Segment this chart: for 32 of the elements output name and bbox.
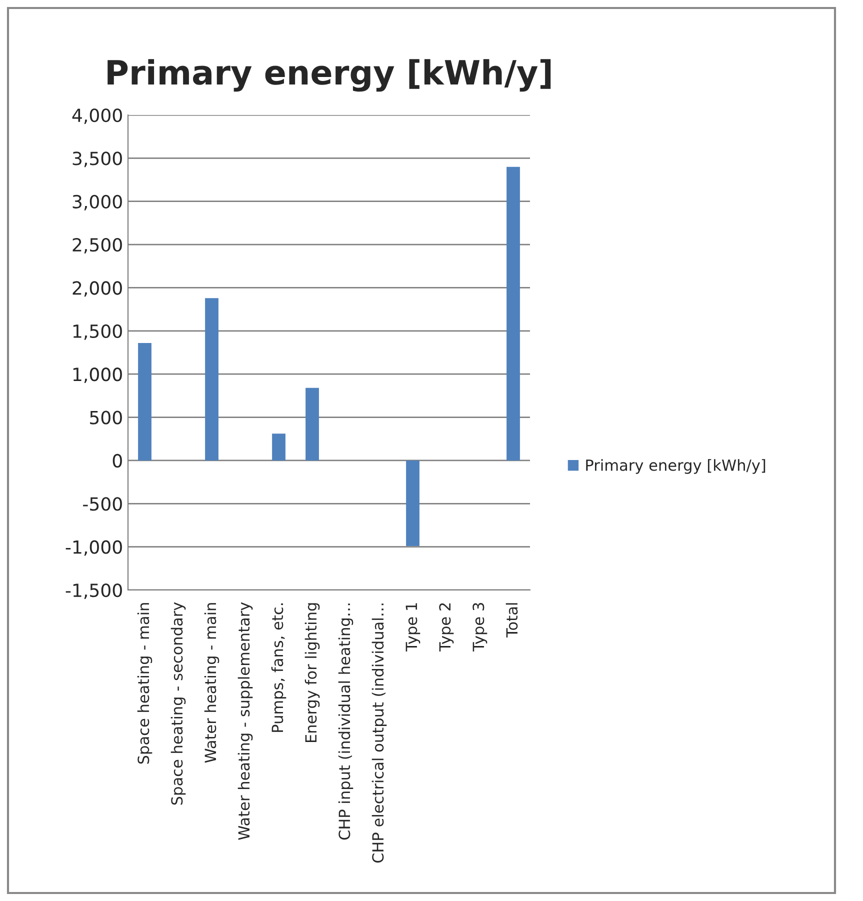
y-tick-label: -500	[83, 497, 122, 511]
y-tick-label: 1,500	[73, 324, 122, 340]
y-tick-label: 0	[112, 454, 122, 468]
bar	[506, 166, 520, 460]
x-tick-label: Total	[506, 603, 518, 638]
y-tick-label: 500	[90, 410, 122, 424]
y-tick-label: 4,000	[72, 108, 122, 124]
y-tick-label: 2,500	[72, 238, 122, 254]
x-tick-label: Water heating - main	[204, 603, 220, 763]
y-tick-label: 3,500	[72, 152, 122, 168]
bar	[138, 343, 152, 460]
y-tick-label: 1,000	[73, 368, 122, 384]
x-tick-label: Water heating - supplementary	[238, 602, 253, 840]
x-tick-label: Type 1	[406, 603, 420, 652]
x-tick-label: Space heating - main	[137, 603, 152, 764]
y-tick-label: 3,000	[72, 194, 122, 210]
x-tick-label: CHP electrical output (individual…	[372, 604, 387, 863]
bar	[406, 460, 420, 546]
y-tick-label: -1,500	[66, 583, 122, 599]
x-tick-label: Type 2	[439, 603, 454, 652]
x-tick-label: Energy for lighting	[304, 603, 320, 742]
bar	[205, 298, 218, 460]
x-tick-label: Pumps, fans, etc.	[271, 603, 286, 732]
y-tick-label: -1,000	[66, 540, 122, 556]
x-tick-label: CHP input (individual heating…	[338, 604, 354, 840]
chart-title: Primary energy [kWh/y]	[108, 59, 551, 92]
bar	[306, 388, 319, 460]
x-tick-label: Type 3	[472, 603, 488, 652]
legend-label: Primary energy [kWh/y]	[586, 459, 766, 474]
bar	[272, 434, 286, 460]
x-tick-label: Space heating - secondary	[170, 602, 186, 805]
y-tick-label: 2,000	[72, 281, 122, 297]
